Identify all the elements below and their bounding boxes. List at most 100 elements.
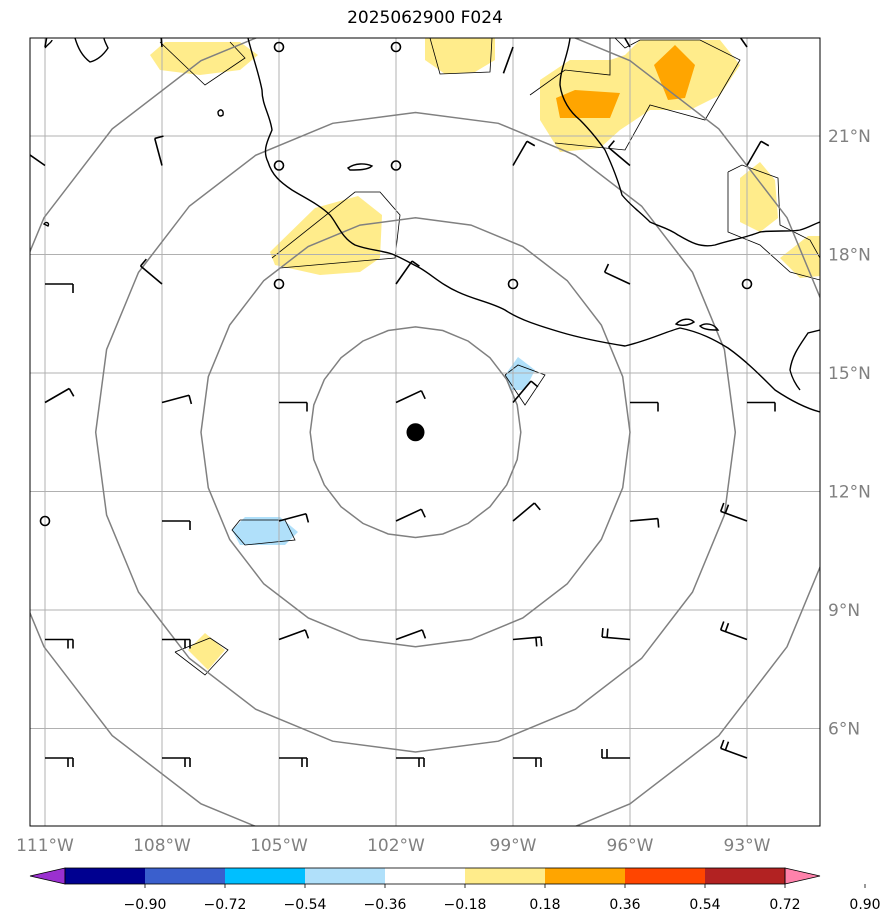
colorbar-min-extension: [29, 867, 66, 885]
negative-anomaly-patch: [232, 517, 298, 545]
coastline: [42, 38, 820, 413]
strong-anomaly-patch: [556, 90, 620, 118]
latitude-label: 21°N: [828, 127, 871, 147]
storm-center-marker: [406, 423, 425, 442]
range-ring: [200, 217, 631, 648]
wind-barb: [629, 517, 660, 528]
calm-wind-marker: [39, 515, 51, 527]
latitude-label: 6°N: [828, 720, 860, 740]
wind-barb: [630, 401, 659, 412]
colorbar-segment: [225, 868, 305, 884]
wind-barb: [601, 628, 631, 641]
longitude-label: 99°W: [490, 836, 537, 856]
colorbar-frame: [64, 867, 786, 885]
colorbar-label: 0.36: [609, 897, 640, 913]
positive-anomaly-patch: [425, 38, 495, 74]
longitude-label: 105°W: [250, 836, 308, 856]
range-ring: [30, 38, 820, 826]
colorbar: −0.90 −0.72 −0.54 −0.36 −0.18 0.18 0.36 0.54 0.7…: [29, 867, 881, 913]
wind-barb: [161, 394, 193, 405]
wind-barb: [162, 520, 191, 530]
colorbar-label: −0.36: [364, 897, 407, 913]
colorbar-segment: [145, 868, 225, 884]
wind-barb: [45, 283, 74, 293]
latitude-label: 12°N: [828, 483, 871, 503]
wind-barb: [719, 739, 748, 759]
longitude-label: 108°W: [133, 836, 191, 856]
wind-barb: [162, 638, 191, 649]
longitude-label: 102°W: [367, 836, 425, 856]
calm-wind-marker: [390, 41, 402, 53]
wind-barb: [719, 502, 748, 522]
wind-barb: [279, 757, 308, 767]
calm-wind-marker: [273, 41, 285, 53]
wind-barb: [395, 629, 427, 641]
map-frame: [29, 37, 821, 827]
wind-barb: [160, 38, 163, 48]
wind-barb: [278, 512, 310, 523]
wind-barb: [44, 387, 75, 404]
positive-anomaly-patch: [188, 633, 225, 670]
colorbar-label: −0.72: [204, 897, 247, 913]
wind-barb: [279, 401, 308, 412]
positive-anomaly-patch: [150, 42, 258, 75]
colorbar-label: −0.54: [284, 897, 327, 913]
latitude-label: 9°N: [828, 601, 860, 621]
wind-barb: [395, 260, 420, 285]
colorbar-max-extension: [784, 867, 821, 885]
wind-barb: [512, 140, 536, 166]
wind-barb: [513, 757, 542, 767]
range-ring: [94, 111, 737, 753]
wind-barb: [512, 636, 543, 647]
calm-wind-marker: [507, 278, 519, 290]
wind-barb: [396, 757, 425, 767]
wind-barbs: [30, 38, 776, 767]
colorbar-segment: [385, 868, 465, 884]
positive-anomaly-patch: [740, 162, 778, 232]
calm-wind-marker: [273, 160, 285, 171]
calm-wind-marker: [741, 278, 753, 290]
wind-barb: [395, 508, 426, 522]
wind-barb: [623, 38, 631, 48]
latitude-label: 18°N: [828, 246, 871, 266]
wind-barb: [603, 263, 631, 285]
colorbar-label: 0.54: [689, 897, 720, 913]
wind-barb: [139, 258, 163, 285]
wind-barb: [45, 638, 74, 649]
colorbar-label: 0.90: [849, 897, 880, 913]
colorbar-segment: [65, 868, 145, 884]
wind-barb: [162, 757, 191, 767]
wind-barb: [607, 140, 631, 167]
longitude-label: 96°W: [607, 836, 654, 856]
wind-barb: [44, 38, 48, 48]
wind-barb: [395, 389, 426, 404]
longitude-label: 93°W: [724, 836, 771, 856]
wind-barb: [45, 757, 74, 767]
colorbar-segment: [625, 868, 705, 884]
wind-barb: [719, 621, 748, 641]
range-ring: [309, 326, 522, 539]
wind-barb: [30, 154, 46, 167]
wind-barb: [739, 38, 748, 48]
colorbar-label: −0.90: [124, 897, 167, 913]
calm-wind-marker: [390, 160, 402, 171]
longitude-tick-labels: 111°W 108°W 105°W 102°W 99°W 96°W 93°W: [16, 836, 771, 856]
colorbar-segment: [465, 868, 545, 884]
colorbar-label: 0.18: [529, 897, 560, 913]
wind-barb: [747, 401, 776, 412]
longitude-label: 111°W: [16, 836, 74, 856]
positive-anomaly-patch: [780, 236, 820, 278]
contour-lines: [159, 38, 820, 676]
colorbar-segment: [545, 868, 625, 884]
wind-barb: [153, 135, 164, 166]
colorbar-segment: [305, 868, 385, 884]
colorbar-segment: [705, 868, 785, 884]
range-rings: [30, 38, 820, 826]
wind-barb: [512, 502, 541, 522]
plot-title: 2025062900 F024: [347, 8, 503, 28]
wind-barb: [746, 140, 770, 166]
latitude-tick-labels: 21°N 18°N 15°N 12°N 9°N 6°N: [828, 127, 871, 740]
wind-barb: [278, 629, 310, 641]
calm-wind-marker: [273, 278, 285, 290]
